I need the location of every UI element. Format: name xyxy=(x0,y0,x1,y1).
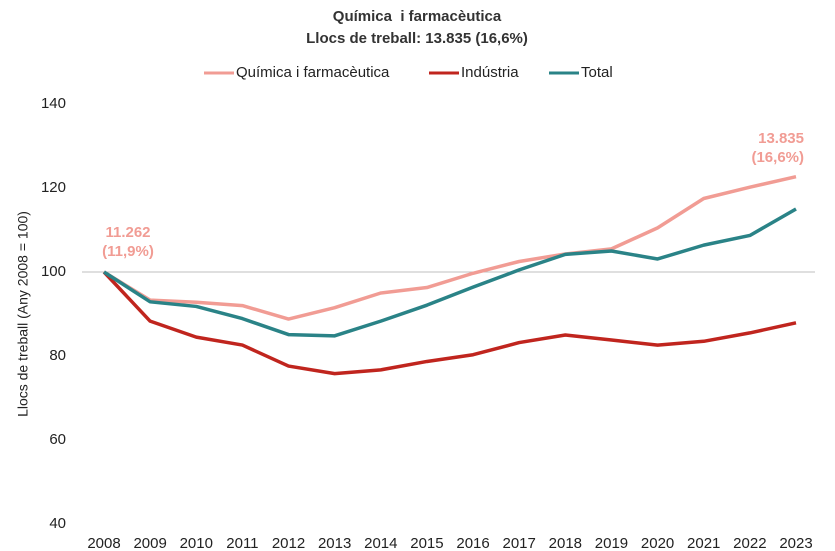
x-tick-label: 2015 xyxy=(410,535,443,551)
y-axis-label: Llocs de treball (Any 2008 = 100) xyxy=(15,211,31,417)
x-tick-label: 2013 xyxy=(318,535,351,551)
x-tick-label: 2017 xyxy=(503,535,536,551)
series-line xyxy=(103,174,797,321)
annotation: (16,6%) xyxy=(751,149,804,166)
y-tick-label: 120 xyxy=(41,179,66,196)
chart-subtitle: Llocs de treball: 13.835 (16,6%) xyxy=(306,30,528,47)
x-tick-label: 2014 xyxy=(364,535,397,551)
x-tick-label: 2018 xyxy=(549,535,582,551)
x-tick-label: 2016 xyxy=(456,535,489,551)
series-line xyxy=(102,270,797,376)
y-tick-label: 60 xyxy=(49,431,66,448)
x-tick-label: 2012 xyxy=(272,535,305,551)
legend-label: Total xyxy=(581,64,613,81)
legend-label: Indústria xyxy=(461,64,519,81)
chart-title: Química i farmacèutica xyxy=(333,8,502,25)
annotation: (11,9%) xyxy=(102,243,154,260)
x-tick-label: 2010 xyxy=(180,535,213,551)
y-tick-label: 40 xyxy=(49,515,66,532)
y-tick-label: 100 xyxy=(41,263,66,280)
series-line xyxy=(103,207,797,338)
legend-label: Química i farmacèutica xyxy=(236,64,390,81)
y-tick-label: 80 xyxy=(49,347,66,364)
annotation: 11.262 xyxy=(105,224,150,241)
x-tick-label: 2021 xyxy=(687,535,720,551)
x-tick-label: 2009 xyxy=(133,535,166,551)
x-tick-label: 2020 xyxy=(641,535,674,551)
y-tick-label: 140 xyxy=(41,95,66,112)
x-tick-label: 2008 xyxy=(87,535,120,551)
x-tick-label: 2022 xyxy=(733,535,766,551)
x-tick-label: 2023 xyxy=(779,535,812,551)
x-tick-label: 2019 xyxy=(595,535,628,551)
annotation: 13.835 xyxy=(758,130,804,147)
x-tick-label: 2011 xyxy=(226,535,258,551)
